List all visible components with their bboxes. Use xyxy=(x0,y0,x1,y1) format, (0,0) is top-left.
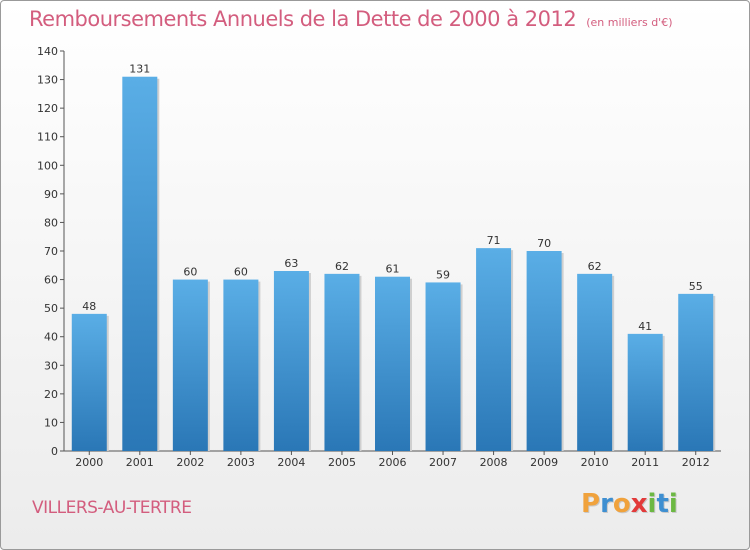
logo-letter: i xyxy=(647,489,657,519)
bar xyxy=(223,279,259,451)
x-tick-label: 2001 xyxy=(126,456,154,469)
commune-name: VILLERS-AU-TERTRE xyxy=(32,498,192,518)
bar xyxy=(273,271,309,451)
x-tick-label: 2004 xyxy=(277,456,305,469)
x-tick-label: 2005 xyxy=(328,456,356,469)
y-tick-label: 90 xyxy=(44,188,58,201)
bar xyxy=(627,333,663,451)
logo-letter: i xyxy=(668,489,678,519)
bar-value-label: 62 xyxy=(588,260,602,273)
y-tick-label: 120 xyxy=(37,102,58,115)
bar xyxy=(577,273,613,451)
y-tick-label: 0 xyxy=(51,445,58,458)
x-axis: 2000 2001 2002 2003 2004 2005 2006 2007 2008 2009… xyxy=(64,450,721,469)
bar-value-label: 55 xyxy=(689,280,703,293)
y-tick-label: 10 xyxy=(44,416,58,429)
y-tick-label: 80 xyxy=(44,216,58,229)
bar xyxy=(324,273,360,451)
bar-value-label: 71 xyxy=(487,234,501,247)
y-tick-label: 130 xyxy=(37,74,58,87)
bar-value-label: 60 xyxy=(234,266,248,279)
y-tick-label: 40 xyxy=(44,331,58,344)
bar xyxy=(375,276,410,451)
x-tick-label: 2003 xyxy=(227,456,255,469)
bar xyxy=(526,251,562,451)
x-tick-label: 2002 xyxy=(176,456,204,469)
y-tick-label: 60 xyxy=(44,274,58,287)
chart-subtitle: (en milliers d'€) xyxy=(586,16,673,29)
y-tick-label: 20 xyxy=(44,388,58,401)
logo-letter: x xyxy=(630,489,648,519)
y-tick-label: 140 xyxy=(37,45,58,58)
chart-title: Remboursements Annuels de la Dette de 20… xyxy=(29,7,672,31)
y-tick-label: 70 xyxy=(44,245,58,258)
x-tick-label: 2009 xyxy=(530,456,558,469)
proxiti-logo: Proxiti xyxy=(581,489,678,519)
bars: 48 131 60 60 63 62 61 59 71 70 62 41 55 xyxy=(71,63,716,451)
bar-value-label: 63 xyxy=(284,257,298,270)
bar xyxy=(122,76,158,451)
x-tick-label: 2006 xyxy=(379,456,407,469)
x-tick-label: 2011 xyxy=(631,456,659,469)
y-tick-label: 110 xyxy=(37,131,58,144)
bar xyxy=(476,248,512,451)
y-tick-label: 50 xyxy=(44,302,58,315)
bar xyxy=(678,293,714,451)
bar-value-label: 131 xyxy=(129,63,150,76)
bar xyxy=(425,282,461,451)
x-tick-label: 2008 xyxy=(480,456,508,469)
y-axis: 0 10 20 30 40 50 60 70 80 90 100 110 120 130 140 xyxy=(37,45,65,458)
x-tick-label: 2000 xyxy=(75,456,103,469)
logo-letter: t xyxy=(656,489,669,519)
x-tick-label: 2007 xyxy=(429,456,457,469)
bar xyxy=(172,279,208,451)
bar-value-label: 41 xyxy=(638,320,652,333)
bar-value-label: 70 xyxy=(537,237,551,250)
y-tick-label: 30 xyxy=(44,359,58,372)
bar-value-label: 59 xyxy=(436,268,450,281)
logo-letter: r xyxy=(600,489,613,519)
x-tick-label: 2012 xyxy=(682,456,710,469)
logo-letter: P xyxy=(581,489,601,519)
y-tick-label: 100 xyxy=(37,159,58,172)
bar-value-label: 48 xyxy=(82,300,96,313)
logo-letter: o xyxy=(612,489,631,519)
bar-value-label: 60 xyxy=(183,266,197,279)
x-tick-label: 2010 xyxy=(581,456,609,469)
bar-value-label: 62 xyxy=(335,260,349,273)
bar-value-label: 61 xyxy=(386,263,400,276)
bar xyxy=(71,313,107,451)
chart-title-text: Remboursements Annuels de la Dette de 20… xyxy=(29,7,577,31)
